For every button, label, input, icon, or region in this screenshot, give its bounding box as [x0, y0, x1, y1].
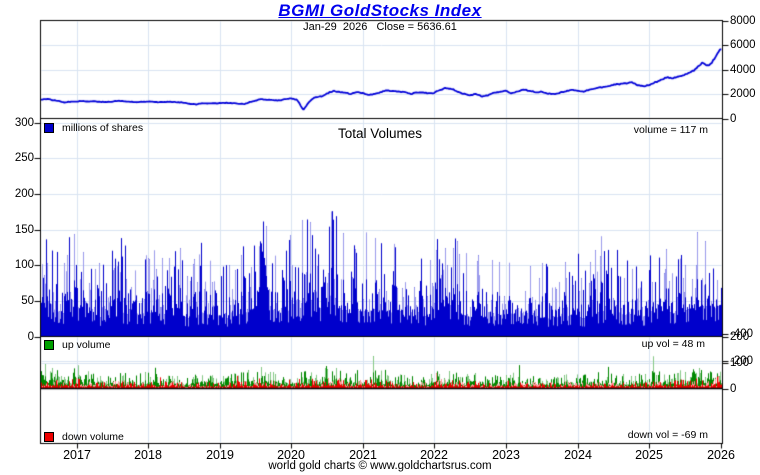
volume-axis-tick-label: 300: [14, 117, 34, 129]
year-tick-label: 2024: [564, 448, 592, 462]
green-square-icon: [44, 340, 54, 350]
legend-down-volume: down volume: [44, 431, 124, 443]
red-square-icon: [44, 432, 54, 442]
updown-axis-tick-label: 200: [730, 331, 750, 343]
footer-credit: world gold charts © www.goldchartsrus.co…: [268, 460, 492, 472]
year-tick-label: 2018: [134, 448, 162, 462]
price-axis-tick-label: 4000: [730, 64, 756, 76]
year-tick-label: 2026: [707, 448, 735, 462]
year-tick-label: 2017: [63, 448, 91, 462]
updown-axis-tick-label: -200: [730, 355, 754, 367]
legend-total-volume: millions of shares: [44, 122, 143, 134]
volume-stat: volume = 117 m: [633, 124, 708, 136]
year-tick-label: 2022: [420, 448, 448, 462]
price-axis-tick-label: 2000: [730, 88, 756, 100]
legend-down-volume-label: down volume: [62, 431, 124, 443]
updown-axis-tick-label: -400: [730, 328, 754, 340]
volume-axis-tick-label: 100: [14, 259, 34, 271]
updown-axis-tick-label: 0: [730, 383, 737, 395]
updown-axis-tick-label: 100: [730, 357, 750, 369]
down-vol-stat: down vol = -69 m: [627, 429, 708, 441]
legend-up-volume-label: up volume: [62, 339, 111, 351]
year-tick-label: 2023: [492, 448, 520, 462]
year-tick-label: 2025: [635, 448, 663, 462]
volume-axis-tick-label: 200: [14, 188, 34, 200]
chart-title: BGMI GoldStocks Index: [278, 1, 482, 20]
volume-panel-title: Total Volumes: [337, 126, 423, 141]
chart-subtitle: Jan-29 2026 Close = 5636.61: [303, 21, 457, 33]
price-axis-tick-label: 0: [730, 113, 737, 125]
price-axis-tick-label: 6000: [730, 39, 756, 51]
volume-axis-tick-label: 250: [14, 152, 34, 164]
legend-total-volume-label: millions of shares: [62, 122, 144, 134]
year-tick-label: 2019: [206, 448, 234, 462]
volume-axis-tick-label: 50: [21, 295, 34, 307]
blue-square-icon: [44, 123, 54, 133]
year-tick-label: 2020: [277, 448, 305, 462]
volume-axis-tick-label: 0: [27, 331, 34, 343]
volume-axis-tick-label: 150: [14, 224, 34, 236]
price-axis-tick-label: 8000: [730, 15, 756, 27]
legend-up-volume: up volume: [44, 339, 110, 351]
up-vol-stat: up vol = 48 m: [641, 338, 705, 350]
year-tick-label: 2021: [349, 448, 377, 462]
